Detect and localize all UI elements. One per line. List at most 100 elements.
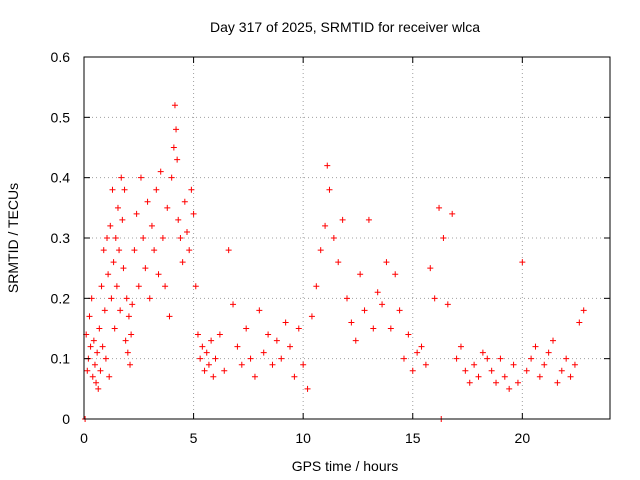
y-tick-label: 0.2	[51, 290, 71, 306]
data-point	[177, 235, 184, 241]
data-point	[184, 228, 191, 235]
data-point	[114, 204, 121, 211]
y-tick-label: 0.1	[51, 351, 71, 367]
data-point	[317, 247, 324, 254]
data-point	[322, 222, 329, 229]
data-point	[148, 222, 155, 229]
data-point	[440, 235, 447, 241]
data-point	[197, 355, 204, 362]
data-point	[436, 204, 443, 211]
data-point	[131, 247, 138, 254]
data-point	[106, 373, 113, 380]
data-point	[580, 307, 587, 314]
x-tick-label: 10	[295, 430, 311, 446]
data-point	[282, 319, 289, 326]
data-point	[479, 349, 486, 356]
data-point	[352, 337, 359, 344]
data-point	[94, 349, 101, 356]
data-point	[192, 283, 199, 290]
data-point	[563, 355, 570, 362]
x-tick-label: 5	[190, 430, 198, 446]
data-point	[175, 216, 182, 223]
data-point	[117, 307, 124, 314]
data-point	[99, 343, 106, 350]
data-point	[449, 210, 456, 217]
data-point	[95, 385, 102, 392]
data-point	[523, 367, 530, 374]
chart-title: Day 317 of 2025, SRMTID for receiver wlc…	[210, 19, 480, 35]
data-point	[348, 319, 355, 326]
data-point	[212, 355, 219, 362]
data-point	[545, 349, 552, 356]
data-point	[532, 343, 539, 350]
data-point	[98, 283, 105, 290]
data-point	[123, 295, 130, 302]
data-point	[100, 247, 107, 254]
data-point	[409, 367, 416, 374]
data-point	[146, 295, 153, 302]
data-point	[541, 361, 548, 368]
data-point	[157, 168, 164, 175]
data-point	[125, 313, 132, 320]
data-point	[135, 283, 142, 290]
data-point	[173, 126, 180, 133]
data-point	[418, 343, 425, 350]
data-point	[166, 313, 173, 320]
data-point	[326, 186, 333, 193]
y-axis-label: SRMTID / TECUs	[5, 183, 21, 293]
data-point	[488, 367, 495, 374]
x-axis-label: GPS time / hours	[292, 458, 399, 474]
data-point	[201, 367, 208, 374]
data-point	[339, 216, 346, 223]
data-point	[129, 301, 136, 308]
data-point	[116, 247, 123, 254]
data-point	[230, 301, 237, 308]
data-point	[168, 174, 175, 181]
data-point	[89, 373, 96, 380]
data-point	[107, 222, 114, 229]
data-point	[90, 337, 97, 344]
ticks-layer: 0 0.1 0.2 0.3 0.4 0.5 0.6 0 5 10 15 20	[51, 49, 610, 446]
data-point	[225, 247, 232, 254]
data-point	[84, 367, 91, 374]
data-point	[121, 186, 128, 193]
data-point	[414, 349, 421, 356]
data-point	[400, 355, 407, 362]
data-point	[137, 174, 144, 181]
data-point	[208, 337, 215, 344]
data-point	[528, 355, 535, 362]
data-point	[383, 259, 390, 266]
data-point	[506, 385, 513, 392]
data-point	[287, 343, 294, 350]
data-point	[110, 259, 117, 266]
data-point	[221, 367, 228, 374]
data-point	[457, 343, 464, 350]
data-point	[120, 265, 127, 272]
data-point	[344, 295, 350, 302]
data-point	[379, 301, 386, 308]
data-point	[405, 331, 412, 338]
data-point	[576, 319, 583, 326]
x-tick-label: 0	[80, 430, 88, 446]
data-point	[97, 367, 104, 374]
data-point	[102, 355, 109, 362]
data-point	[374, 289, 381, 296]
points-layer	[82, 102, 587, 422]
data-point	[118, 174, 125, 181]
data-point	[159, 235, 166, 241]
data-point	[324, 162, 331, 169]
data-point	[484, 355, 491, 362]
x-tick-label: 20	[515, 430, 531, 446]
data-point	[510, 361, 517, 368]
data-point	[278, 355, 285, 362]
y-tick-label: 0.6	[51, 49, 71, 65]
data-point	[444, 301, 451, 308]
data-point	[422, 361, 429, 368]
data-point	[313, 283, 320, 290]
x-tick-label: 15	[405, 430, 421, 446]
data-point	[199, 343, 206, 350]
data-point	[260, 349, 267, 356]
data-point	[571, 361, 578, 368]
